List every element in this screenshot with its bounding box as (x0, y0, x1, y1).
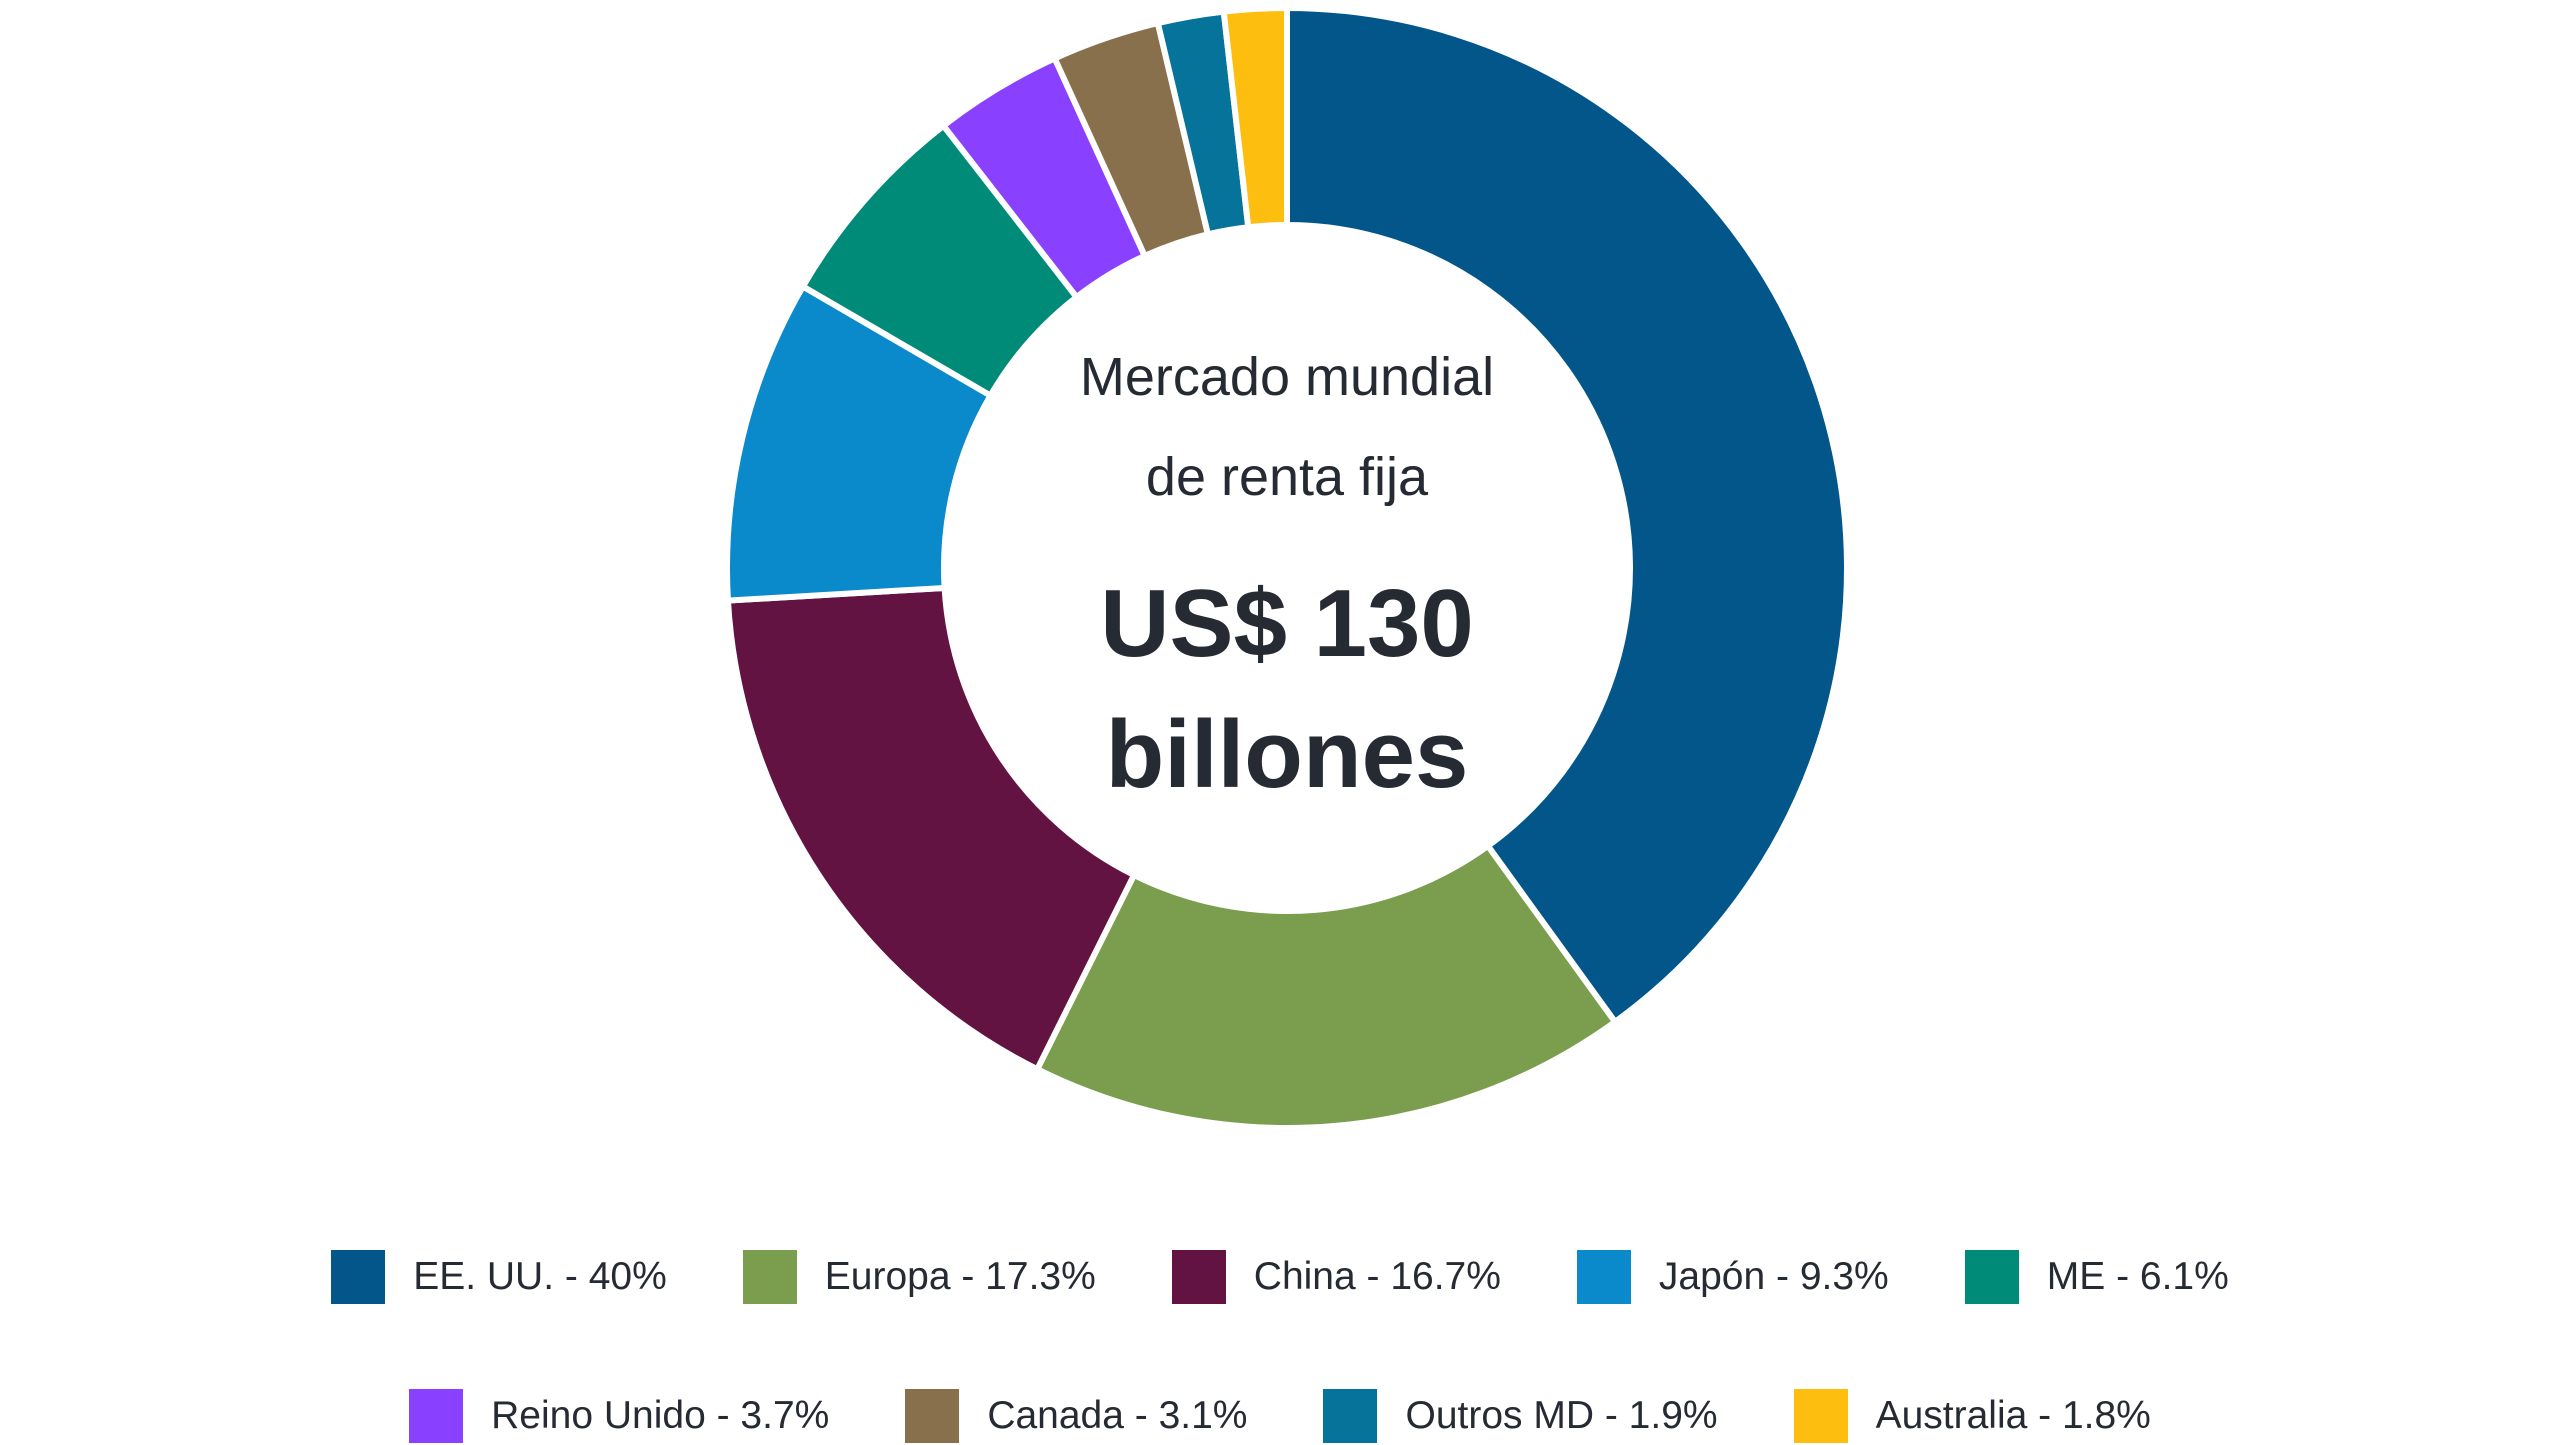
legend-label: ME - 6.1% (2046, 1255, 2229, 1298)
center-title-line2: de renta fija (1145, 447, 1429, 507)
legend-label: EE. UU. - 40% (413, 1255, 667, 1298)
legend-label: Europa - 17.3% (824, 1255, 1096, 1298)
legend-item: China - 16.7% (1171, 1250, 1501, 1304)
slice-ee-uu- (1284, 4, 1851, 1027)
legend-label: China - 16.7% (1253, 1255, 1501, 1298)
slice-china (724, 584, 1139, 1074)
center-title-line1: Mercado mundial (1079, 347, 1495, 407)
legend-swatch (1171, 1250, 1226, 1304)
center-value-line1: US$ 130 (1100, 570, 1474, 677)
center-value-line2: billones (1105, 701, 1469, 808)
slice-europa (1033, 841, 1620, 1131)
slice-australia (1220, 4, 1290, 231)
legend-item: Japón - 9.3% (1576, 1250, 1889, 1304)
legend-row: Reino Unido - 3.7% Canada - 3.1% Outros MD… (0, 1389, 2560, 1443)
legend-item: EE. UU. - 40% (331, 1250, 667, 1304)
legend-label: Australia - 1.8% (1875, 1394, 2151, 1437)
legend-item: Outros MD - 1.9% (1323, 1389, 1718, 1443)
donut-chart (724, 4, 1851, 1131)
legend-item: ME - 6.1% (1964, 1250, 2229, 1304)
legend-item: Canada - 3.1% (905, 1389, 1247, 1443)
legend-item: Reino Unido - 3.7% (409, 1389, 829, 1443)
legend-item: Europa - 17.3% (742, 1250, 1096, 1304)
legend-swatch (1576, 1250, 1631, 1304)
legend-swatch (409, 1389, 464, 1443)
legend-swatch (1793, 1389, 1848, 1443)
legend-label: Reino Unido - 3.7% (491, 1394, 830, 1437)
legend-swatch (742, 1250, 797, 1304)
legend-row: EE. UU. - 40% Europa - 17.3% China - 16.7%… (0, 1250, 2560, 1304)
legend-swatch (1964, 1250, 2019, 1304)
legend-item: Australia - 1.8% (1793, 1389, 2151, 1443)
legend-label: Japón - 9.3% (1658, 1255, 1889, 1298)
legend-swatch (905, 1389, 960, 1443)
legend-label: Outros MD - 1.9% (1405, 1394, 1718, 1437)
legend-swatch (331, 1250, 386, 1304)
legend-swatch (1323, 1389, 1378, 1443)
legend-label: Canada - 3.1% (987, 1394, 1248, 1437)
